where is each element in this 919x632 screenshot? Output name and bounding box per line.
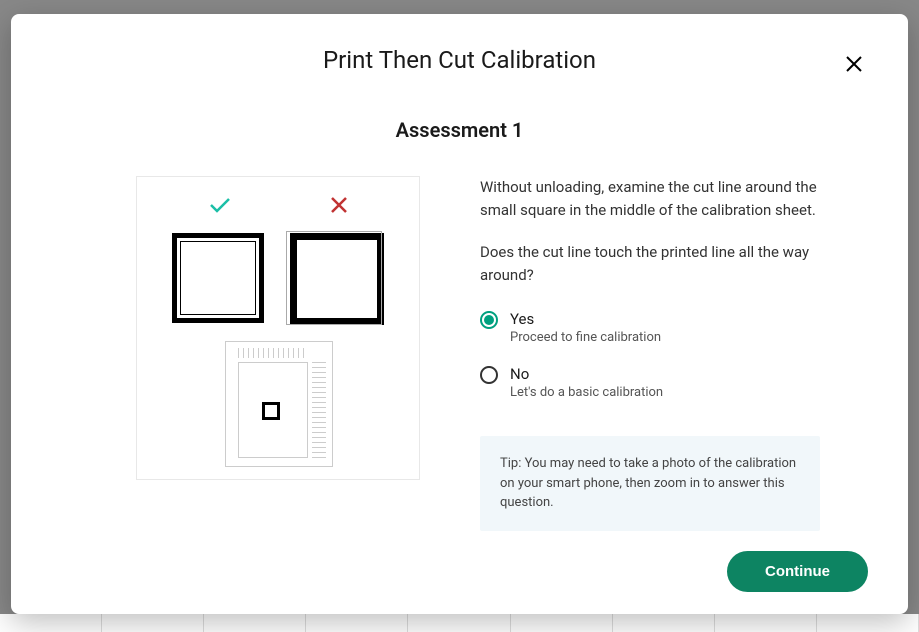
- tip-box: Tip: You may need to take a photo of the…: [480, 436, 820, 531]
- option-yes-text: Yes Proceed to fine calibration: [510, 310, 661, 345]
- text-panel: Without unloading, examine the cut line …: [480, 176, 820, 531]
- bad-cut-example: [290, 233, 384, 325]
- calibration-modal: Print Then Cut Calibration Assessment 1: [11, 14, 908, 614]
- illustration-indicators: [137, 195, 419, 219]
- background-ruler: [0, 614, 919, 632]
- calibration-sheet-diagram: [225, 341, 333, 467]
- example-squares: [137, 233, 419, 325]
- continue-button[interactable]: Continue: [727, 551, 868, 592]
- option-no[interactable]: No Let's do a basic calibration: [480, 365, 820, 400]
- calibration-illustration: [136, 176, 420, 480]
- option-yes[interactable]: Yes Proceed to fine calibration: [480, 310, 820, 345]
- modal-content: Without unloading, examine the cut line …: [51, 176, 868, 531]
- option-no-desc: Let's do a basic calibration: [510, 385, 663, 400]
- x-mark-icon: [330, 195, 348, 219]
- radio-yes-indicator: [480, 311, 498, 329]
- close-button[interactable]: [842, 52, 866, 76]
- ruler-right: [312, 362, 326, 458]
- sheet-center-square: [262, 402, 280, 420]
- instruction-text: Without unloading, examine the cut line …: [480, 176, 820, 221]
- close-icon: [845, 55, 863, 73]
- option-no-label: No: [510, 365, 663, 383]
- modal-title: Print Then Cut Calibration: [51, 46, 868, 74]
- checkmark-icon: [209, 195, 231, 219]
- option-yes-label: Yes: [510, 310, 661, 328]
- modal-footer: Continue: [51, 551, 868, 592]
- question-text: Does the cut line touch the printed line…: [480, 241, 820, 286]
- assessment-options: Yes Proceed to fine calibration No Let's…: [480, 310, 820, 400]
- good-cut-example: [172, 233, 264, 323]
- option-yes-desc: Proceed to fine calibration: [510, 330, 661, 345]
- ruler-top: [238, 348, 308, 358]
- assessment-subtitle: Assessment 1: [51, 118, 868, 142]
- radio-no-indicator: [480, 366, 498, 384]
- option-no-text: No Let's do a basic calibration: [510, 365, 663, 400]
